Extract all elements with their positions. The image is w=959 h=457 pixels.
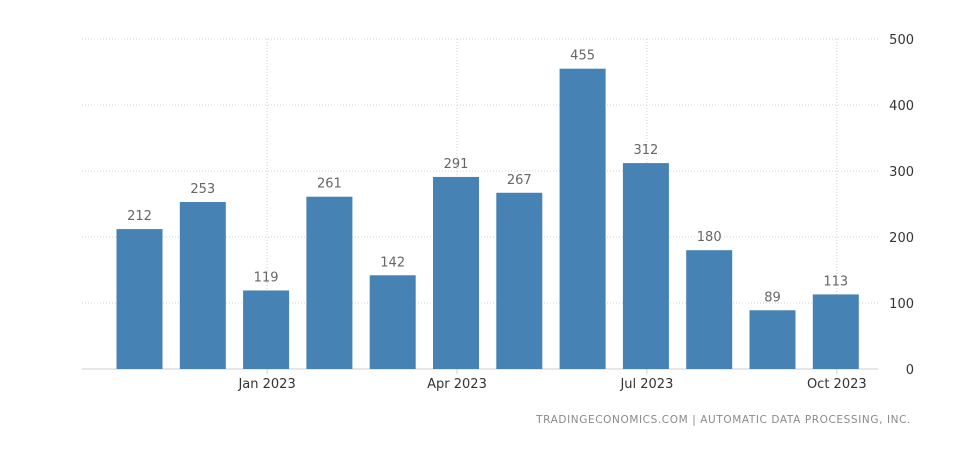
x-tick-label: Jan 2023 — [237, 377, 295, 392]
bar-value-label: 312 — [633, 143, 658, 158]
y-tick-label: 300 — [889, 165, 914, 180]
bar — [243, 290, 290, 369]
bar-value-label: 455 — [570, 49, 595, 64]
bar — [496, 192, 543, 369]
x-axis: Jan 2023 Apr 2023 Jul 2023 Oct 2023 — [237, 369, 867, 392]
bar — [686, 250, 733, 369]
bar — [812, 294, 859, 369]
x-tick-label: Jul 2023 — [619, 377, 673, 392]
y-axis: 0 100 200 300 400 500 — [889, 33, 914, 378]
bar — [622, 163, 669, 369]
y-tick-label: 400 — [889, 99, 914, 114]
bar-value-label: 180 — [697, 230, 722, 245]
y-tick-label: 100 — [889, 297, 914, 312]
bar-value-label: 291 — [444, 157, 469, 172]
bar-value-label: 261 — [317, 177, 342, 192]
bar — [179, 202, 226, 369]
bar — [559, 68, 606, 369]
bar — [116, 229, 163, 369]
data-labels: 212 253 119 261 142 291 267 455 312 180 89 113 — [127, 49, 848, 306]
y-tick-label: 200 — [889, 231, 914, 246]
y-tick-label: 0 — [906, 363, 914, 378]
bars — [116, 68, 859, 369]
x-tick-label: Oct 2023 — [807, 377, 867, 392]
bar-value-label: 212 — [127, 209, 152, 224]
bar-value-label: 253 — [190, 182, 215, 197]
bar-value-label: 113 — [823, 274, 848, 289]
bar — [306, 196, 353, 369]
bar — [749, 310, 796, 369]
bar-value-label: 89 — [764, 290, 781, 305]
bar-value-label: 119 — [254, 270, 279, 285]
bar — [433, 176, 479, 369]
bar — [369, 275, 416, 369]
bar-value-label: 267 — [507, 173, 532, 188]
bar-value-label: 142 — [380, 255, 405, 270]
source-credit: TRADINGECONOMICS.COM | AUTOMATIC DATA PR… — [536, 414, 911, 426]
x-tick-label: Apr 2023 — [427, 377, 487, 392]
y-tick-label: 500 — [889, 33, 914, 48]
